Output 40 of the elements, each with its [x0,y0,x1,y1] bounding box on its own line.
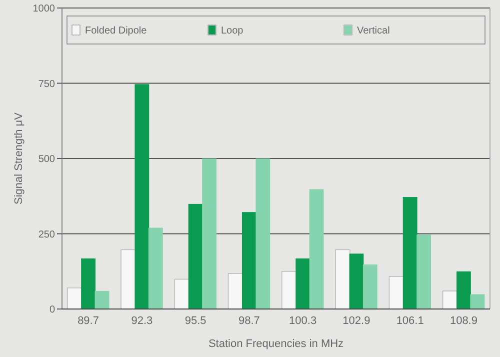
x-tick-label: 95.5 [184,315,206,327]
y-tick-label: 1000 [32,4,56,14]
bar [256,158,270,309]
x-axis-title: Station Frequencies in MHz [208,338,344,350]
x-tick-label: 100.3 [289,315,317,327]
y-axis-title: Signal Strength μV [13,112,25,204]
bar [120,249,136,310]
bar [81,258,96,309]
x-tick-label: 106.1 [396,315,424,327]
bar [188,204,203,309]
x-tick-label: 92.3 [131,315,153,327]
bar [296,258,310,309]
bar [148,228,163,309]
bar [335,249,350,310]
bar [134,84,150,309]
bar [309,189,324,309]
bar [202,158,216,309]
bar [94,290,110,309]
bar [174,278,190,310]
x-tick-label: 108.9 [450,315,478,327]
x-tick-label: 89.7 [78,315,99,327]
legend-label: Loop [221,26,244,36]
x-tick-label: 98.7 [238,315,260,327]
legend-label: Folded Dipole [85,26,148,36]
y-tick-label: 500 [38,154,56,165]
bar [349,254,364,309]
bar [282,270,297,310]
bar [416,234,431,309]
x-tick-label: 102.9 [342,315,370,327]
bar [456,271,471,309]
bar [388,276,404,310]
y-tick-label: 750 [38,78,56,90]
bar [242,212,256,309]
bar [362,264,378,309]
y-tick-label: 0 [49,304,56,316]
bar [402,197,418,309]
legend-label: Vertical [357,26,390,36]
bar [228,273,244,310]
y-tick-label: 250 [38,229,56,240]
bar [470,294,485,309]
